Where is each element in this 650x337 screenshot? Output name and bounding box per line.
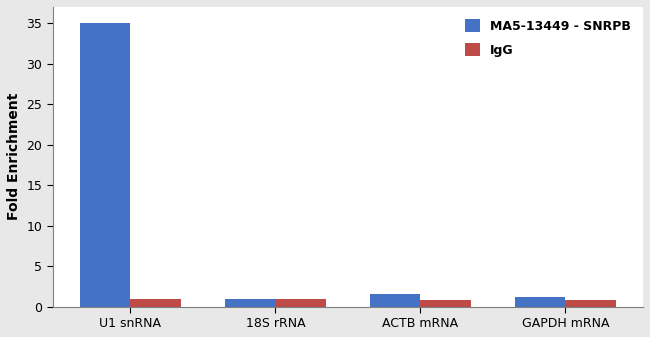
Legend: MA5-13449 - SNRPB, IgG: MA5-13449 - SNRPB, IgG <box>458 13 637 63</box>
Y-axis label: Fold Enrichment: Fold Enrichment <box>7 93 21 220</box>
Bar <box>566 300 616 307</box>
Bar <box>370 294 421 307</box>
Bar <box>421 300 471 307</box>
Bar <box>131 299 181 307</box>
Bar <box>225 299 276 307</box>
Bar <box>79 23 131 307</box>
Bar <box>276 299 326 307</box>
Bar <box>515 297 566 307</box>
